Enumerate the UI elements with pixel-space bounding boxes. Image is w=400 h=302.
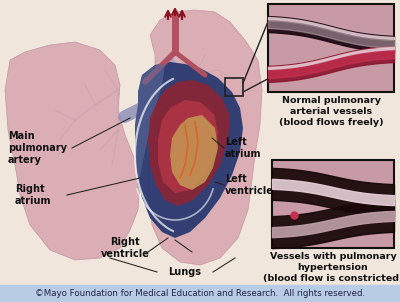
FancyArrowPatch shape [157,62,170,76]
Text: ©Mayo Foundation for Medical Education and Research.  All rights reserved.: ©Mayo Foundation for Medical Education a… [35,289,365,298]
Text: Vessels with pulmonary
hypertension
(blood flow is constricted): Vessels with pulmonary hypertension (blo… [263,252,400,283]
Text: Left
atrium: Left atrium [225,137,262,159]
Polygon shape [135,64,165,192]
Polygon shape [135,62,243,238]
Bar [272,160,394,248]
Polygon shape [148,10,262,265]
Text: Lungs: Lungs [168,267,202,277]
Polygon shape [5,42,140,260]
Polygon shape [148,80,230,206]
Polygon shape [158,100,218,193]
FancyArrowPatch shape [124,106,146,117]
Text: Main
pulmonary
artery: Main pulmonary artery [8,131,67,165]
Text: Right
atrium: Right atrium [15,184,52,206]
Text: Normal pulmonary
arterial vessels
(blood flows freely): Normal pulmonary arterial vessels (blood… [279,96,383,127]
Bar [268,4,394,92]
Text: Left
ventricle: Left ventricle [225,174,274,196]
Text: Right
ventricle: Right ventricle [100,237,150,259]
Bar [225,78,243,96]
Bar [0,285,400,302]
Polygon shape [170,115,218,190]
